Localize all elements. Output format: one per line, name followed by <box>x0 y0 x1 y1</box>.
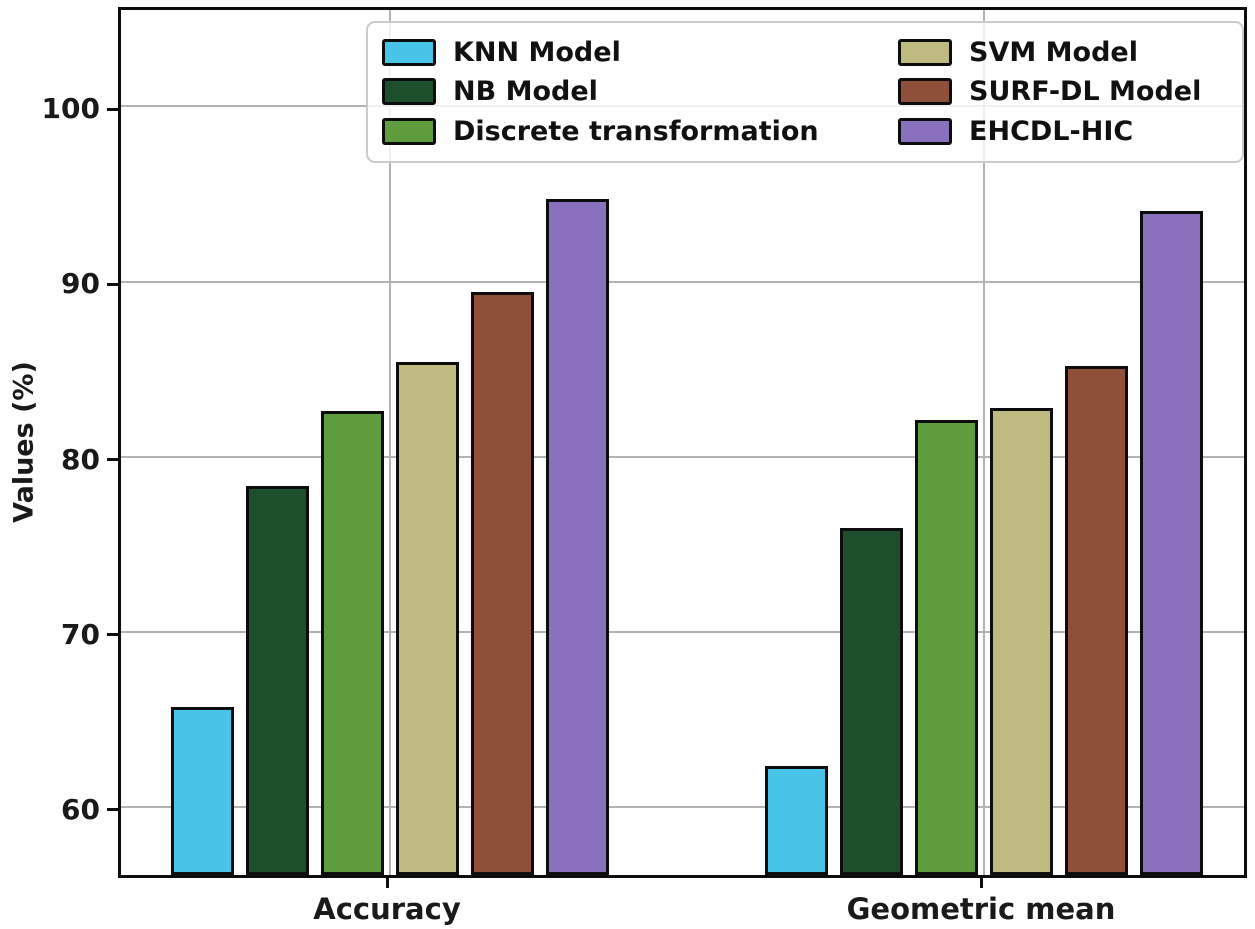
legend-item: SURF-DL Model <box>898 72 1228 111</box>
y-tick-label: 90 <box>61 267 100 301</box>
y-tick-label: 80 <box>61 442 100 476</box>
y-tick-mark <box>107 458 118 462</box>
legend-swatch-icon <box>898 78 953 106</box>
y-tick-label: 70 <box>61 617 100 651</box>
legend-item: EHCDL-HIC <box>898 112 1228 151</box>
legend-item: SVM Model <box>898 33 1228 72</box>
y-tick-mark <box>107 107 118 111</box>
y-tick-mark <box>107 808 118 812</box>
x-tick-mark <box>979 878 983 888</box>
bar-svm-model-geometric-mean <box>990 407 1053 875</box>
bar-discrete-transformation-geometric-mean <box>915 419 978 875</box>
h-gridline <box>121 805 1244 808</box>
legend-swatch-icon <box>382 78 436 106</box>
bar-surf-dl-model-geometric-mean <box>1065 365 1128 875</box>
x-tick-label: Accuracy <box>313 892 461 926</box>
h-gridline <box>121 280 1244 283</box>
legend: KNN Model NB Model Discrete transformation… <box>366 21 1244 163</box>
legend-swatch-icon <box>898 117 953 145</box>
bar-discrete-transformation-accuracy <box>321 411 384 875</box>
y-tick-label: 100 <box>41 92 100 126</box>
x-tick-mark <box>385 878 389 888</box>
legend-item: KNN Model <box>382 33 898 72</box>
legend-label: KNN Model <box>453 37 621 69</box>
v-gridline <box>983 10 985 875</box>
bar-svm-model-accuracy <box>396 362 459 875</box>
y-tick-mark <box>107 633 118 637</box>
bar-ehcdl-hic-geometric-mean <box>1140 211 1203 875</box>
h-gridline <box>121 630 1244 633</box>
v-gridline <box>389 10 391 875</box>
bar-knn-model-geometric-mean <box>765 766 828 875</box>
legend-label: SVM Model <box>969 37 1138 69</box>
bar-nb-model-geometric-mean <box>840 528 903 875</box>
y-tick-mark <box>107 282 118 286</box>
legend-swatch-icon <box>898 39 953 67</box>
x-tick-label: Geometric mean <box>846 892 1116 926</box>
bar-nb-model-accuracy <box>246 486 309 875</box>
legend-swatch-icon <box>382 117 436 145</box>
y-tick-label: 60 <box>61 792 100 826</box>
bar-knn-model-accuracy <box>171 706 234 875</box>
legend-label: EHCDL-HIC <box>969 115 1134 147</box>
legend-label: Discrete transformation <box>453 115 819 147</box>
legend-item: Discrete transformation <box>382 112 898 151</box>
legend-label: SURF-DL Model <box>969 76 1202 108</box>
h-gridline <box>121 455 1244 458</box>
plot-area: KNN Model NB Model Discrete transformation… <box>118 7 1247 878</box>
bar-surf-dl-model-accuracy <box>471 292 534 875</box>
legend-label: NB Model <box>453 76 598 108</box>
legend-swatch-icon <box>382 39 436 67</box>
bar-ehcdl-hic-accuracy <box>546 199 609 875</box>
legend-item: NB Model <box>382 72 898 111</box>
y-axis-title: Values (%) <box>8 361 40 523</box>
